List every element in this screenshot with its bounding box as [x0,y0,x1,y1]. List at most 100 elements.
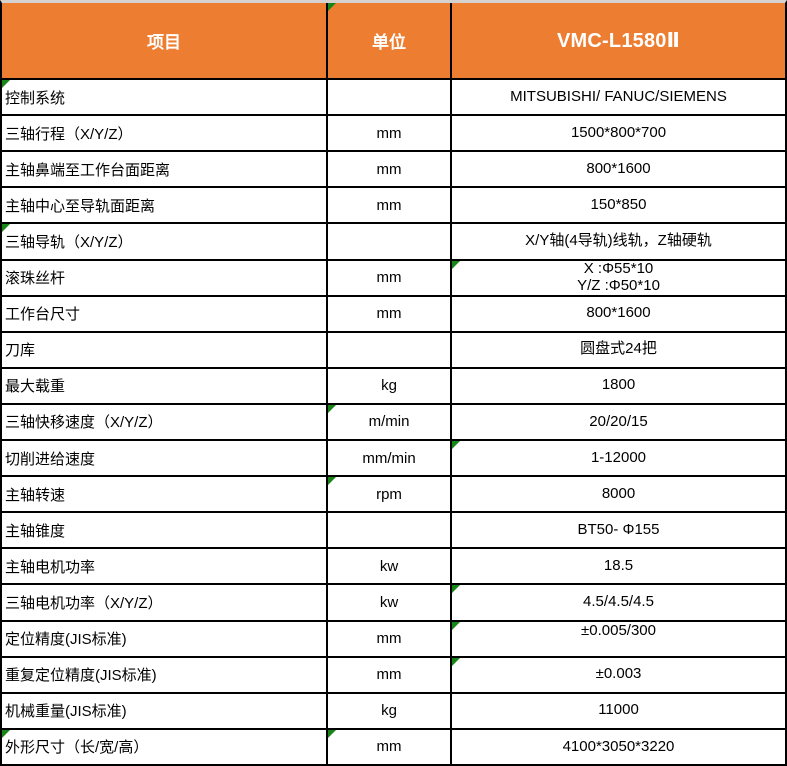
value-cell[interactable]: 800*1600 [452,152,785,189]
value-cell[interactable]: 1-12000 [452,441,785,478]
value-cell[interactable]: 1800 [452,368,785,405]
value-cell-text: 800*1600 [586,304,651,322]
item-cell[interactable]: 切削进给速度 [2,441,328,478]
value-cell-text: BT50- Φ155 [577,520,660,538]
value-cell-text: X :Φ55*10 Y/Z :Φ50*10 [577,260,660,294]
item-cell-text: 控制系统 [5,89,66,107]
value-cell[interactable]: 4.5/4.5/4.5 [452,585,785,622]
value-cell-text: 1500*800*700 [570,123,667,141]
unit-cell[interactable]: mm [328,657,452,694]
value-cell-text: 4100*3050*3220 [562,737,675,755]
error-indicator-triangle-icon [452,441,460,450]
value-cell[interactable]: 11000 [452,693,785,730]
value-cell[interactable]: 1500*800*700 [452,116,785,153]
error-indicator-triangle-icon [328,477,336,486]
value-cell[interactable]: 圆盘式24把 [452,332,785,369]
item-cell[interactable]: 工作台尺寸 [2,296,328,333]
unit-cell-text: mm/min [362,449,416,467]
item-cell[interactable]: 主轴锥度 [2,513,328,550]
item-cell-text: 工作台尺寸 [5,306,81,324]
unit-cell[interactable]: rpm [328,477,452,514]
value-cell[interactable]: 18.5 [452,549,785,586]
item-cell[interactable]: 三轴导轨（X/Y/Z） [2,224,328,261]
value-cell-text: 1-12000 [590,448,647,466]
value-cell-text: ±0.003 [595,665,642,683]
unit-cell[interactable]: kg [328,368,452,405]
unit-cell[interactable]: kw [328,585,452,622]
unit-cell-text: mm [376,269,402,287]
header-cell-model[interactable]: VMC-L1580Ⅱ [452,3,785,80]
item-cell[interactable]: 重复定位精度(JIS标准) [2,657,328,694]
unit-cell-text: kw [379,557,399,575]
item-cell[interactable]: 机械重量(JIS标准) [2,693,328,730]
item-cell[interactable]: 定位精度(JIS标准) [2,621,328,658]
value-cell[interactable]: 8000 [452,477,785,514]
unit-cell[interactable]: mm [328,260,452,297]
item-cell-text: 主轴鼻端至工作台面距离 [5,161,171,179]
unit-cell[interactable]: m/min [328,404,452,442]
error-indicator-triangle-icon [452,585,460,594]
item-cell-text: 三轴快移速度（X/Y/Z） [5,414,163,432]
unit-cell[interactable] [328,332,452,369]
unit-cell[interactable]: mm [328,296,452,333]
header-cell-item[interactable]: 项目 [2,3,328,80]
value-cell[interactable]: X :Φ55*10 Y/Z :Φ50*10 [452,260,785,297]
unit-cell-text: mm [376,666,402,684]
unit-cell[interactable]: mm [328,729,452,766]
value-cell[interactable]: ±0.003 [452,657,785,694]
item-cell-text: 机械重量(JIS标准) [5,703,127,721]
item-cell[interactable]: 外形尺寸（长/宽/高） [2,729,328,766]
value-cell[interactable]: 4100*3050*3220 [452,729,785,766]
header-cell-unit[interactable]: 单位 [328,3,452,80]
item-cell[interactable]: 主轴电机功率 [2,549,328,586]
value-cell[interactable]: ±0.005/300 [452,621,785,658]
error-indicator-triangle-icon [328,404,336,413]
value-cell[interactable]: 800*1600 [452,296,785,333]
item-cell-text: 定位精度(JIS标准) [5,631,127,649]
value-cell-text: 20/20/15 [589,412,648,430]
unit-cell[interactable]: mm [328,188,452,225]
header-unit-label: 单位 [372,33,406,52]
value-cell[interactable]: 150*850 [452,188,785,225]
item-cell[interactable]: 三轴快移速度（X/Y/Z） [2,404,328,442]
item-cell-text: 滚珠丝杆 [5,270,66,288]
unit-cell[interactable] [328,224,452,261]
item-cell-text: 重复定位精度(JIS标准) [5,667,157,685]
item-cell[interactable]: 三轴电机功率（X/Y/Z） [2,585,328,622]
unit-cell[interactable]: kg [328,693,452,730]
item-cell-text: 刀库 [5,342,36,360]
unit-cell[interactable]: mm/min [328,441,452,478]
item-cell-text: 主轴电机功率 [5,558,96,576]
unit-cell[interactable]: mm [328,152,452,189]
value-cell[interactable]: MITSUBISHI/ FANUC/SIEMENS [452,80,785,117]
error-indicator-triangle-icon [452,260,460,269]
value-cell[interactable]: 20/20/15 [452,404,785,442]
item-cell-text: 三轴行程（X/Y/Z） [5,125,133,143]
value-cell[interactable]: X/Y轴(4导轨)线轨，Z轴硬轨 [452,224,785,261]
unit-cell[interactable] [328,513,452,550]
item-cell[interactable]: 三轴行程（X/Y/Z） [2,116,328,153]
unit-cell[interactable]: kw [328,549,452,586]
item-cell[interactable]: 控制系统 [2,80,328,117]
unit-cell-text: kg [381,702,397,720]
unit-cell[interactable] [328,80,452,117]
item-cell[interactable]: 滚珠丝杆 [2,260,328,297]
item-cell[interactable]: 主轴鼻端至工作台面距离 [2,152,328,189]
unit-cell-text: mm [376,305,402,323]
unit-cell[interactable]: mm [328,621,452,658]
unit-cell-text: kw [379,594,399,612]
item-cell[interactable]: 主轴转速 [2,477,328,514]
item-cell[interactable]: 主轴中心至导轨面距离 [2,188,328,225]
value-cell-text: 4.5/4.5/4.5 [583,593,654,611]
unit-cell-text: mm [376,160,402,178]
value-cell[interactable]: BT50- Φ155 [452,513,785,550]
item-cell-text: 主轴中心至导轨面距离 [5,197,156,215]
unit-cell[interactable]: mm [328,116,452,153]
item-cell[interactable]: 最大载重 [2,368,328,405]
value-cell-text: 8000 [601,484,636,502]
item-cell[interactable]: 刀库 [2,332,328,369]
value-cell-text: 圆盘式24把 [580,340,657,358]
unit-cell-text: kg [381,377,397,395]
unit-cell-text: rpm [376,485,402,503]
